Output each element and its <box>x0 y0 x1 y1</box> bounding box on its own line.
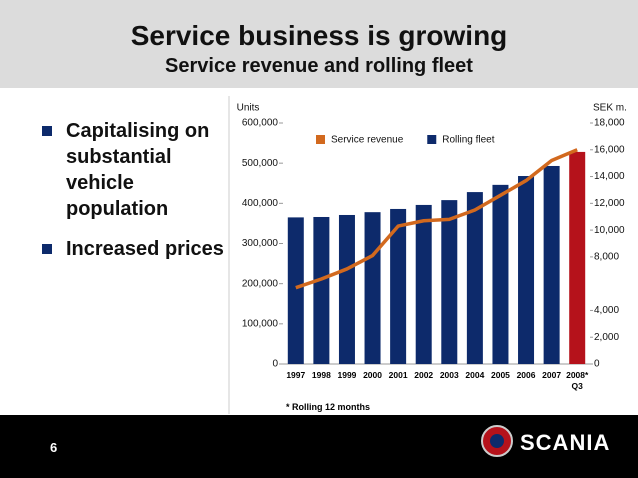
y-axis-label: Units <box>237 103 260 114</box>
footnote: * Rolling 12 months <box>286 402 371 412</box>
footer <box>0 415 638 478</box>
y2-tick-label: 16,000 <box>594 144 625 155</box>
bar <box>518 176 535 364</box>
bar <box>415 204 432 364</box>
bar <box>287 217 304 364</box>
bar <box>492 184 509 364</box>
legend-swatch <box>316 135 325 144</box>
bullet: Increased prices <box>66 238 224 260</box>
bullet-marker <box>42 126 52 136</box>
x-tick-label: 2003 <box>439 370 459 380</box>
y2-tick-label: 0 <box>594 359 600 370</box>
line <box>295 148 578 290</box>
bar <box>543 165 560 364</box>
x-tick-label: 2002 <box>414 370 434 380</box>
y2-tick-label: 4,000 <box>594 305 619 316</box>
y2-tick-label: 12,000 <box>594 198 625 209</box>
y2-axis-label: SEK m. <box>593 103 627 114</box>
x-tick-label: 1997 <box>286 370 306 380</box>
y-tick-label: 0 <box>272 359 278 370</box>
x-tick-label: 1999 <box>337 370 357 380</box>
legend-label: Service revenue <box>331 135 404 146</box>
logo: SCANIA <box>520 430 611 455</box>
subtitle: Service revenue and rolling fleet <box>165 55 473 77</box>
page-number: 6 <box>50 440 58 455</box>
x-tick-label: 2006 <box>516 370 536 380</box>
y-tick-label: 100,000 <box>242 318 279 329</box>
x-tick-label: 1998 <box>311 370 331 380</box>
bar <box>569 151 586 364</box>
y-tick-label: 600,000 <box>242 118 279 129</box>
bullet: Capitalising on substantial vehicle popu… <box>66 120 210 220</box>
y-tick-label: 500,000 <box>242 158 279 169</box>
x-tick-label: 2007 <box>542 370 562 380</box>
y-tick-label: 200,000 <box>242 278 279 289</box>
y2-tick-label: 2,000 <box>594 332 619 343</box>
x-tick-label: 2004 <box>465 370 485 380</box>
y2-tick-label: 8,000 <box>594 252 619 263</box>
bar <box>364 212 381 364</box>
header: Service business is growing Service reve… <box>0 0 638 88</box>
logo-emblem <box>481 425 513 457</box>
x-tick-label: 2008* Q3 <box>566 370 589 391</box>
x-tick-label: 2000 <box>363 370 382 380</box>
bar <box>313 216 330 364</box>
y2-tick-label: 14,000 <box>594 171 625 182</box>
title: Service business is growing <box>130 20 508 51</box>
bullet-marker <box>42 244 52 254</box>
legend-label: Rolling fleet <box>442 135 494 146</box>
divider <box>228 96 230 414</box>
y-tick-label: 300,000 <box>242 238 279 249</box>
bar <box>390 208 407 364</box>
y2-tick-label: 18,000 <box>594 118 625 129</box>
bar <box>338 214 355 364</box>
y-tick-label: 400,000 <box>242 198 279 209</box>
x-tick-label: 2005 <box>490 370 510 380</box>
y2-tick-label: 10,000 <box>594 225 625 236</box>
legend-swatch <box>427 135 437 144</box>
bar <box>466 192 483 364</box>
x-tick-label: 2001 <box>388 370 408 380</box>
bar <box>441 200 458 364</box>
